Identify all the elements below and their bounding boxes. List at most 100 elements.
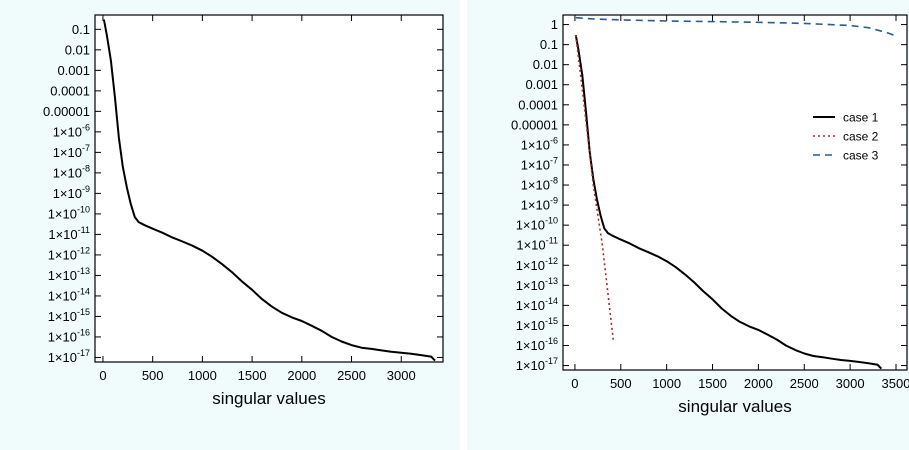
x-tick-label: 3000 (387, 368, 416, 383)
y-tick-label-mantissa: 1×10 (516, 258, 545, 273)
y-tick-label: 1×10-8 (53, 163, 90, 180)
y-tick-label-mantissa: 1×10 (48, 329, 77, 344)
y-tick-label-exponent: -7 (550, 155, 558, 165)
y-tick-label: 1×10-7 (521, 155, 558, 172)
y-tick-label: 1×10-12 (516, 256, 558, 273)
x-tick-label: 500 (610, 376, 632, 391)
y-tick-label-mantissa: 1×10 (48, 247, 77, 262)
y-tick-label-exponent: -17 (545, 356, 558, 366)
y-tick-label-mantissa: 1×10 (48, 350, 77, 365)
y-tick-label: 1×10-6 (53, 122, 90, 139)
y-tick-label: 1×10-10 (516, 216, 558, 233)
x-tick-label: 1000 (652, 376, 681, 391)
y-tick-label: 0.1 (540, 37, 558, 52)
y-tick-label-mantissa: 1×10 (48, 309, 77, 324)
x-tick-label: 3000 (836, 376, 865, 391)
y-tick-label-exponent: -13 (77, 266, 90, 276)
plot-area (94, 14, 444, 363)
y-tick-label-mantissa: 1×10 (48, 268, 77, 283)
chart-panel-left: 0.1 0.01 0.001 0.0001 0.00001 1×10-6 1×10-7 1×1… (0, 0, 460, 450)
y-tick-label-mantissa: 1×10 (53, 124, 82, 139)
x-tick-label: 2500 (337, 368, 366, 383)
series-line-2 (575, 35, 615, 343)
y-tick-label: 1×10-9 (521, 196, 558, 213)
y-tick-label-mantissa: 1×10 (516, 338, 545, 353)
y-tick-label-mantissa: 1×10 (516, 318, 545, 333)
y-tick-label: 1×10-17 (48, 348, 90, 365)
y-tick-label-mantissa: 1×10 (516, 358, 545, 373)
y-tick-label-exponent: -7 (82, 143, 90, 153)
x-tick-label: 2000 (744, 376, 773, 391)
legend-label-3: case 3 (843, 149, 879, 163)
y-tick-label-mantissa: 1×10 (53, 165, 82, 180)
y-tick-label-mantissa: 1×10 (521, 137, 550, 152)
y-tick-label: 1×10-7 (53, 143, 90, 160)
y-tick-label-mantissa: 1×10 (516, 238, 545, 253)
y-tick-label: 0.1 (72, 22, 90, 37)
y-tick-label-exponent: -12 (545, 256, 558, 266)
y-tick-label-exponent: -14 (545, 296, 558, 306)
plot-area (562, 14, 908, 371)
y-tick-label: 1×10-14 (48, 286, 90, 303)
legend-label-2: case 2 (843, 130, 879, 144)
y-tick-label-exponent: -6 (550, 135, 558, 145)
y-tick-label: 1×10-16 (48, 327, 90, 344)
y-tick-label-mantissa: 1×10 (516, 278, 545, 293)
y-tick-label-mantissa: 1×10 (48, 227, 77, 242)
y-tick-label-mantissa: 1×10 (521, 198, 550, 213)
x-tick-label: 0 (99, 368, 106, 383)
chart-panel-right: 1 0.1 0.01 0.001 0.0001 0.00001 1×10-6 1×10-7 1×… (467, 0, 909, 450)
y-tick-label: 1×10-12 (48, 245, 90, 262)
y-tick-label: 1×10-17 (516, 356, 558, 373)
y-tick-label-exponent: -6 (82, 122, 90, 132)
y-tick-label: 1×10-14 (516, 296, 558, 313)
y-tick-label: 1×10-8 (521, 176, 558, 193)
y-tick-label-mantissa: 1×10 (48, 206, 77, 221)
y-tick-label: 1×10-10 (48, 204, 90, 221)
x-tick-label: 1500 (238, 368, 267, 383)
y-tick-label: 0.01 (65, 42, 90, 57)
y-tick-label-mantissa: 1×10 (521, 157, 550, 172)
chart-left: 0.10.010.0010.00010.000011×10-61×10-71×1… (43, 14, 444, 408)
series-line-1 (574, 34, 883, 370)
y-tick-label-exponent: -8 (82, 163, 90, 173)
x-tick-label: 2000 (287, 368, 316, 383)
y-tick-label: 1×10-13 (48, 266, 90, 283)
y-tick-label: 0.0001 (518, 97, 558, 112)
y-tick-label: 1×10-11 (48, 225, 90, 242)
y-tick-label-exponent: -11 (78, 225, 90, 235)
y-tick-label-mantissa: 1×10 (53, 145, 82, 160)
y-tick-label-exponent: -11 (546, 236, 558, 246)
series-line-1 (102, 19, 436, 362)
y-tick-label-mantissa: 1×10 (521, 178, 550, 193)
y-tick-label-exponent: -9 (550, 196, 558, 206)
y-tick-label: 1×10-11 (516, 236, 558, 253)
y-tick-label: 1×10-15 (516, 316, 558, 333)
y-tick-label-exponent: -13 (545, 276, 558, 286)
y-tick-label-mantissa: 1×10 (516, 298, 545, 313)
y-tick-label-exponent: -8 (550, 176, 558, 186)
y-tick-label: 1×10-9 (53, 184, 90, 201)
y-tick-label-exponent: -10 (77, 204, 90, 214)
y-tick-label-exponent: -16 (77, 327, 90, 337)
y-tick-label-exponent: -17 (77, 348, 90, 358)
y-tick-label-exponent: -9 (82, 184, 90, 194)
y-tick-label-exponent: -15 (545, 316, 558, 326)
y-tick-label-mantissa: 1×10 (516, 218, 545, 233)
y-tick-label: 0.0001 (50, 83, 90, 98)
y-tick-label: 1×10-15 (48, 307, 90, 324)
y-tick-label-exponent: -14 (77, 286, 90, 296)
y-tick-label: 1×10-6 (521, 135, 558, 152)
x-tick-label: 1500 (698, 376, 727, 391)
x-tick-label: 1000 (188, 368, 217, 383)
y-tick-label: 0.00001 (511, 117, 558, 132)
x-axis-title: singular values (678, 397, 791, 416)
y-tick-label-exponent: -16 (545, 336, 558, 346)
x-tick-label: 2500 (790, 376, 819, 391)
x-tick-label: 3500 (882, 376, 909, 391)
y-tick-label: 1 (551, 17, 558, 32)
y-tick-label: 0.00001 (43, 104, 90, 119)
y-tick-label: 0.001 (525, 77, 558, 92)
y-tick-label: 0.001 (57, 63, 90, 78)
y-tick-label-exponent: -12 (77, 245, 90, 255)
